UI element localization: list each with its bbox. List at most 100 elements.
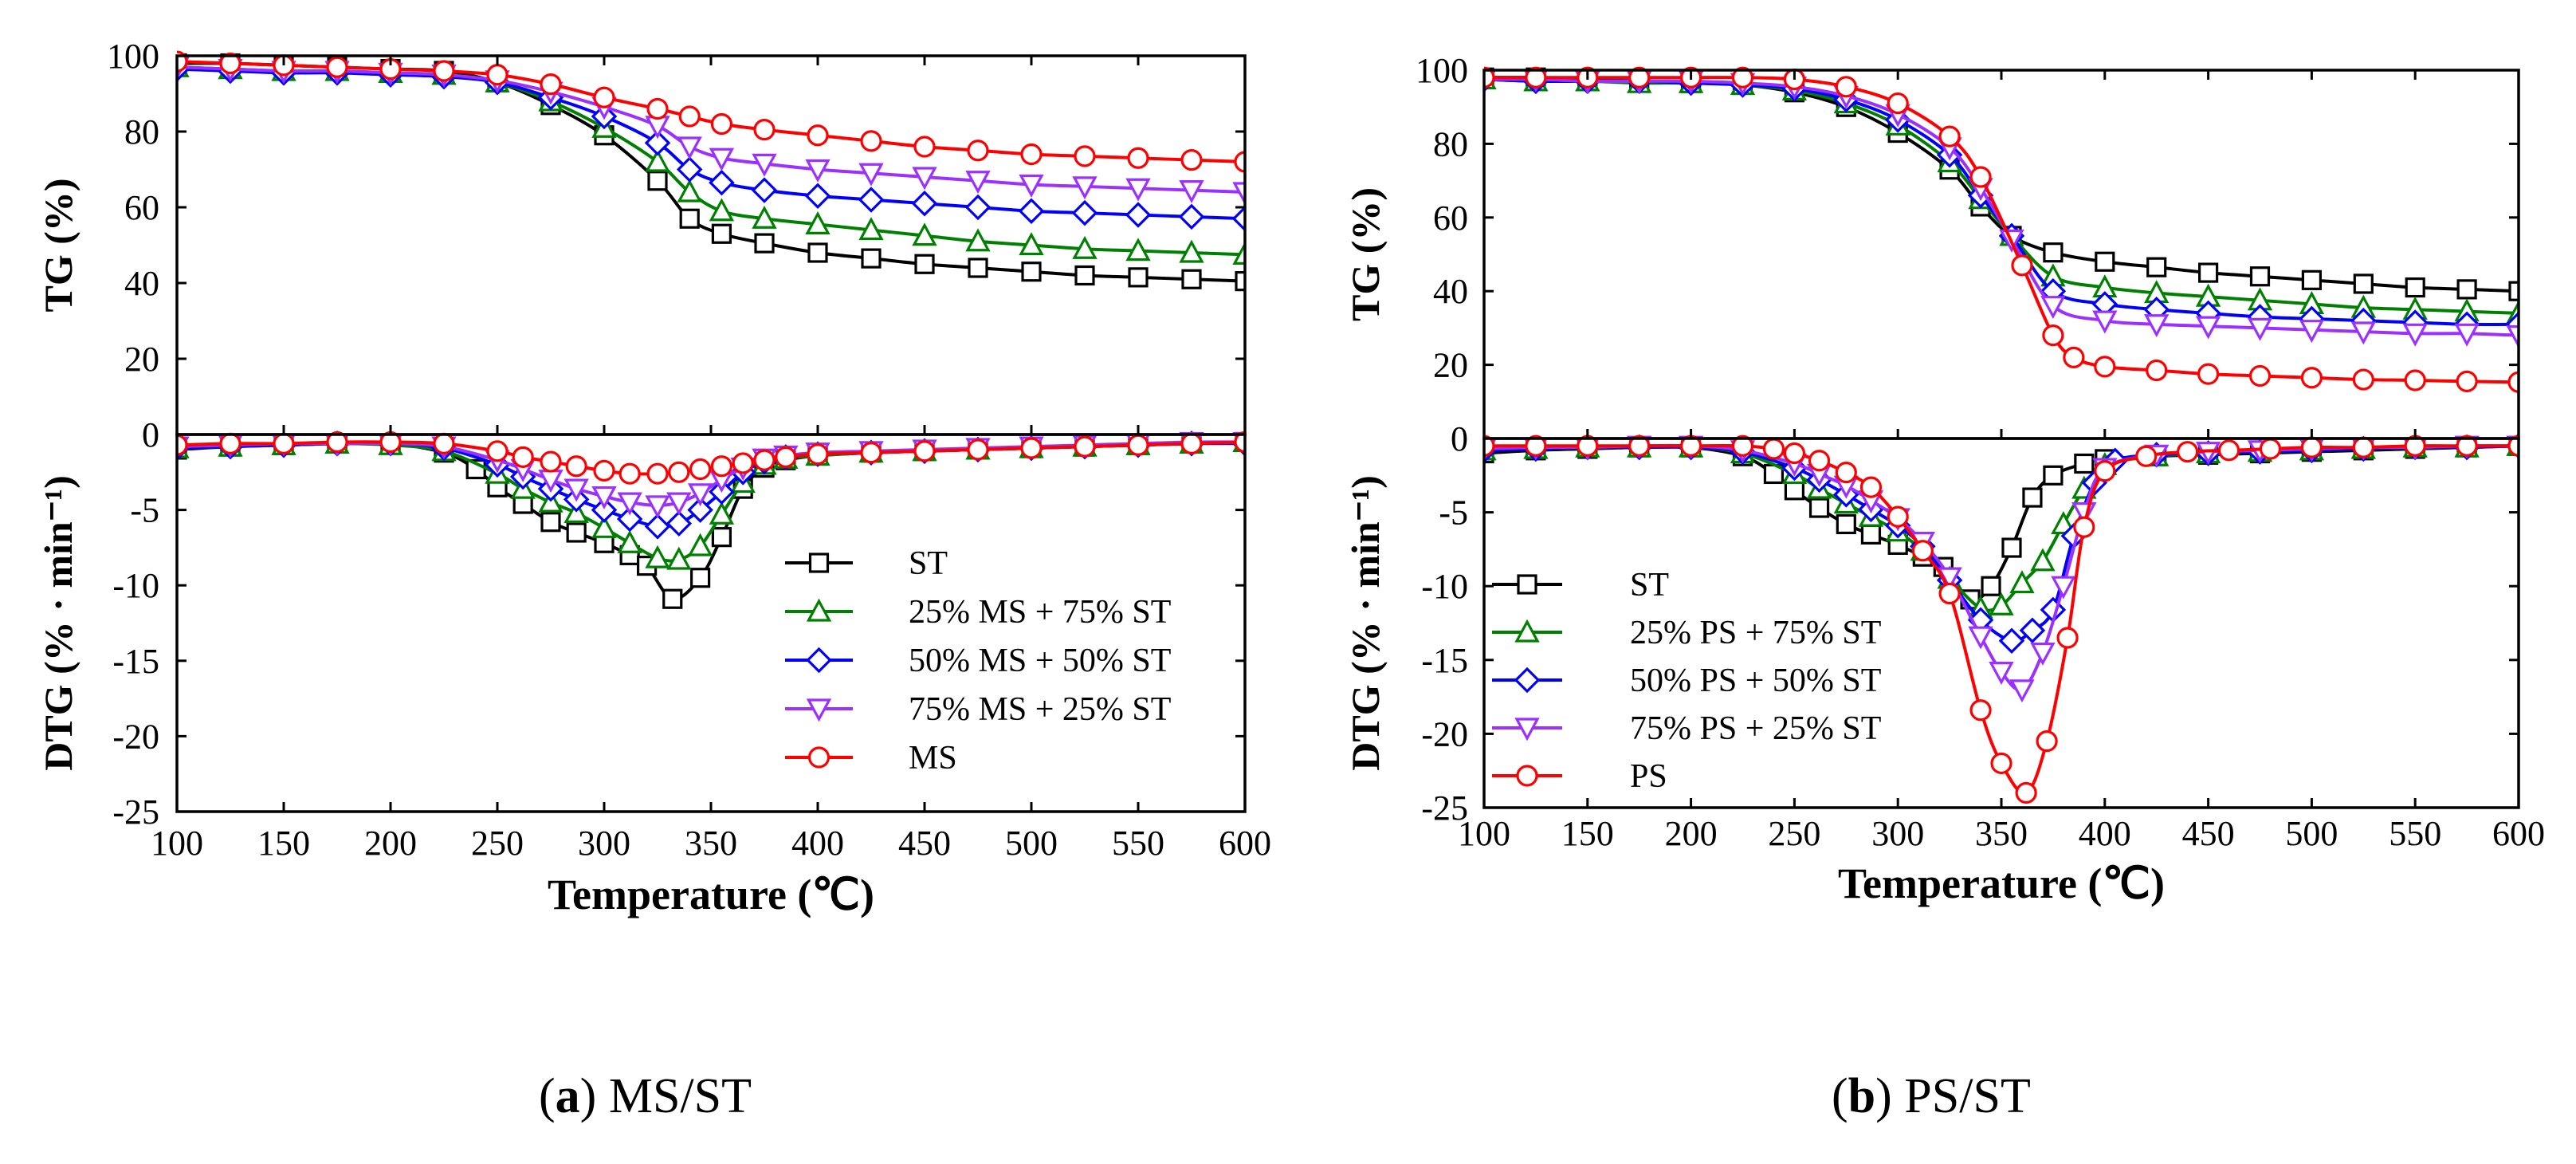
- data-point-triangle-up: [677, 179, 702, 203]
- data-point-circle: [1835, 76, 1857, 98]
- data-point-circle: [2507, 371, 2519, 393]
- data-point-circle: [326, 56, 348, 78]
- data-point-circle: [1525, 66, 1547, 88]
- x-tick-label: 100: [1458, 814, 1510, 853]
- data-point-triangle-down: [2009, 679, 2035, 703]
- data-point-circle: [1731, 435, 1754, 457]
- data-point-circle: [593, 86, 615, 108]
- x-tick-label: 250: [1768, 814, 1820, 853]
- data-point-square: [662, 588, 683, 609]
- x-tick-label: 200: [364, 824, 417, 863]
- data-point-circle: [2300, 436, 2323, 458]
- legend-entry: 75% PS + 25% ST: [1492, 710, 1881, 747]
- x-tick-label: 450: [898, 824, 951, 863]
- data-point-square: [689, 568, 711, 588]
- x-tick-label: 250: [471, 824, 524, 863]
- legend-b: ST 25% PS + 75% ST 50% PS + 50% ST 75% PS +…: [1492, 567, 1881, 795]
- data-point-circle: [1525, 435, 1547, 457]
- data-point-square: [1836, 513, 1856, 535]
- dtg-subplot-a: 0 -5 -10 -15 -20 -25 DTG (% · min⁻¹): [36, 415, 1247, 832]
- data-point-circle: [1074, 145, 1096, 167]
- y-tick-label: 60: [124, 188, 159, 227]
- data-point-circle: [1969, 699, 1992, 722]
- data-point-circle: [807, 124, 829, 147]
- legend-label: 25% MS + 75% ST: [909, 594, 1171, 631]
- data-point-triangle-down: [965, 171, 991, 195]
- data-point-circle: [1783, 442, 1805, 465]
- x-tick-label: 400: [2079, 814, 2131, 853]
- data-point-triangle-down: [2506, 325, 2519, 348]
- data-point-circle: [2094, 356, 2116, 378]
- data-point-circle: [775, 446, 797, 468]
- data-point-circle: [1127, 147, 1149, 169]
- data-point-circle: [2217, 439, 2240, 462]
- data-point-circle: [1234, 431, 1245, 454]
- data-point-circle: [668, 461, 690, 483]
- legend-entry: MS: [785, 740, 957, 777]
- data-point-circle: [2135, 445, 2158, 467]
- data-point-square: [1181, 269, 1202, 289]
- data-point-square: [968, 258, 988, 278]
- data-point-circle: [2259, 438, 2282, 460]
- legend-label: PS: [1630, 758, 1667, 795]
- data-point-diamond: [1998, 627, 2025, 654]
- data-point-circle: [1628, 435, 1651, 457]
- legend-label: ST: [909, 545, 948, 582]
- data-point-triangle-down: [2350, 321, 2376, 345]
- data-point-circle: [2094, 460, 2116, 482]
- series-line-st: [1484, 76, 2519, 293]
- chart-panel-a: 20 40 60 80 100 TG (%) 0 -5 -10 -15 -20 -25 DTG (% ·…: [36, 37, 1271, 918]
- data-point-triangle-down: [645, 495, 670, 519]
- data-point-circle: [1887, 92, 1909, 115]
- data-point-triangle-up: [1179, 239, 1204, 263]
- y-tick-label: -10: [1421, 567, 1468, 606]
- data-point-triangle-down: [2092, 310, 2118, 334]
- caption-b: (b) PS/ST: [1832, 1069, 2031, 1123]
- data-point-circle: [2036, 730, 2058, 753]
- data-point-circle: [1234, 151, 1245, 173]
- data-point-diamond: [804, 183, 831, 210]
- data-point-circle: [710, 112, 733, 136]
- data-point-diamond: [644, 513, 671, 540]
- data-point-square: [2198, 262, 2219, 283]
- data-point-diamond: [1178, 203, 1205, 230]
- data-point-diamond: [644, 129, 671, 156]
- data-point-diamond: [1231, 205, 1245, 232]
- legend-marker-triangle-down: [1514, 718, 1540, 741]
- data-point-circle: [2456, 370, 2478, 392]
- data-point-circle: [2042, 324, 2064, 347]
- data-point-square: [1021, 262, 1042, 282]
- data-point-diamond: [591, 497, 618, 523]
- data-point-triangle-down: [912, 167, 937, 191]
- data-point-square: [566, 522, 587, 543]
- data-point-circle: [860, 130, 882, 152]
- data-point-square: [1981, 576, 2001, 596]
- data-point-triangle-down: [1179, 180, 1204, 203]
- data-point-triangle-down: [1072, 176, 1098, 200]
- data-point-circle: [753, 119, 776, 141]
- data-point-triangle-up: [805, 211, 831, 234]
- data-point-square: [2353, 273, 2374, 294]
- y-tick-label: -25: [112, 792, 159, 832]
- data-point-circle: [2248, 364, 2272, 387]
- legend-marker-triangle-down: [806, 698, 832, 722]
- legend-entry: 25% MS + 75% ST: [785, 594, 1171, 631]
- data-point-circle: [1484, 66, 1495, 88]
- x-tick-label: 400: [791, 824, 844, 863]
- data-point-circle: [1808, 450, 1831, 472]
- series-line-50-ms-50-st: [177, 67, 1245, 221]
- data-point-circle: [732, 452, 754, 474]
- legend-label: 75% MS + 25% ST: [909, 691, 1171, 728]
- data-point-circle: [1835, 461, 1857, 484]
- data-point-triangle-down: [2144, 314, 2170, 338]
- legend-entry: 50% PS + 50% ST: [1492, 663, 1881, 699]
- data-point-diamond: [1018, 198, 1045, 225]
- data-point-circle: [1127, 434, 1149, 456]
- data-point-diamond: [666, 510, 693, 537]
- data-point-square: [2022, 487, 2043, 508]
- data-point-diamond: [2019, 617, 2046, 644]
- data-point-square: [1784, 480, 1804, 501]
- data-point-diamond: [616, 505, 643, 533]
- data-point-triangle-down: [2299, 320, 2325, 344]
- data-point-circle: [1990, 752, 2012, 775]
